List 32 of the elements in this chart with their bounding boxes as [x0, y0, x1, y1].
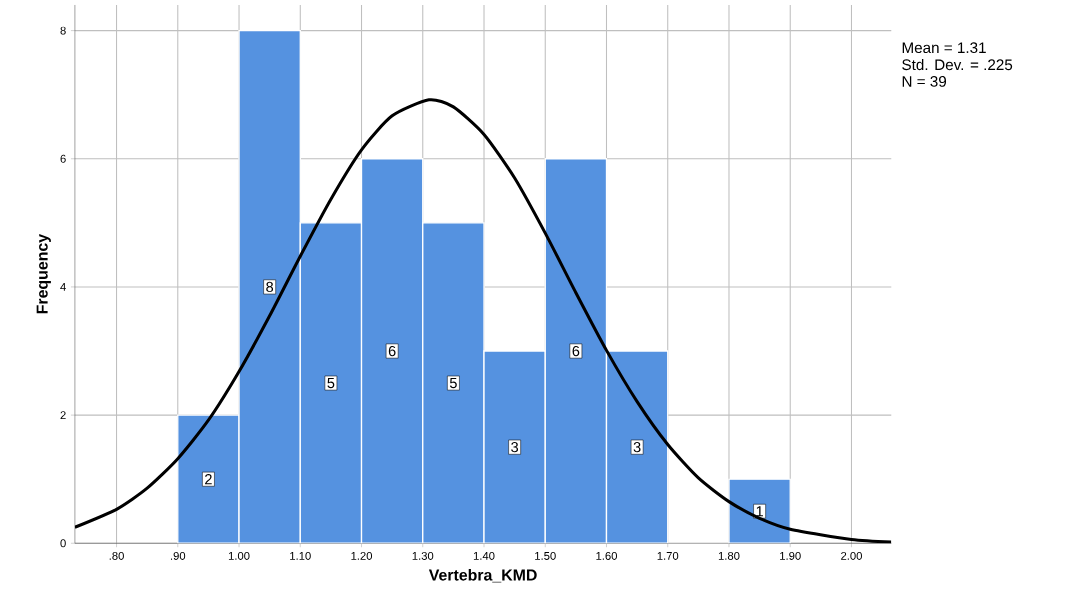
data-label: 2 — [205, 474, 212, 485]
data-label: 1 — [756, 506, 763, 517]
x-tick-label: 1.10 — [290, 552, 311, 560]
x-tick-label: 1.50 — [535, 552, 556, 560]
y-tick-label: 6 — [60, 154, 66, 163]
x-tick-label: 1.80 — [718, 552, 740, 560]
x-tick-label: 1.30 — [412, 552, 434, 560]
x-tick-label: .90 — [170, 552, 186, 560]
data-label: 6 — [572, 345, 580, 357]
y-tick-label: 8 — [60, 26, 66, 35]
data-label: 6 — [388, 345, 396, 357]
x-tick-label: 1.00 — [228, 552, 250, 560]
x-tick-label: .80 — [109, 552, 124, 560]
x-tick-label: 2.00 — [841, 552, 862, 560]
x-tick-label: 1.90 — [780, 552, 801, 560]
y-axis-title: Frequency — [36, 234, 51, 314]
y-tick-label: 4 — [60, 283, 66, 291]
x-tick-label: 1.70 — [657, 552, 679, 560]
text: Mean = 1.31 — [902, 42, 986, 54]
x-tick-label: 1.20 — [351, 552, 373, 560]
data-label: 8 — [266, 281, 274, 293]
y-tick-label: 2 — [60, 411, 66, 420]
data-label: 5 — [449, 378, 457, 389]
data-label: 3 — [633, 442, 641, 453]
x-tick-label: 1.40 — [473, 552, 495, 560]
x-tick-label: 1.60 — [596, 552, 617, 560]
data-label: 3 — [511, 442, 519, 453]
text: Std. Dev. = .225 — [902, 59, 1013, 71]
x-axis-title: Vertebra_KMD — [428, 569, 537, 583]
y-tick-label: 0 — [60, 539, 66, 548]
data-label: 5 — [327, 378, 335, 389]
text: N = 39 — [902, 76, 947, 87]
